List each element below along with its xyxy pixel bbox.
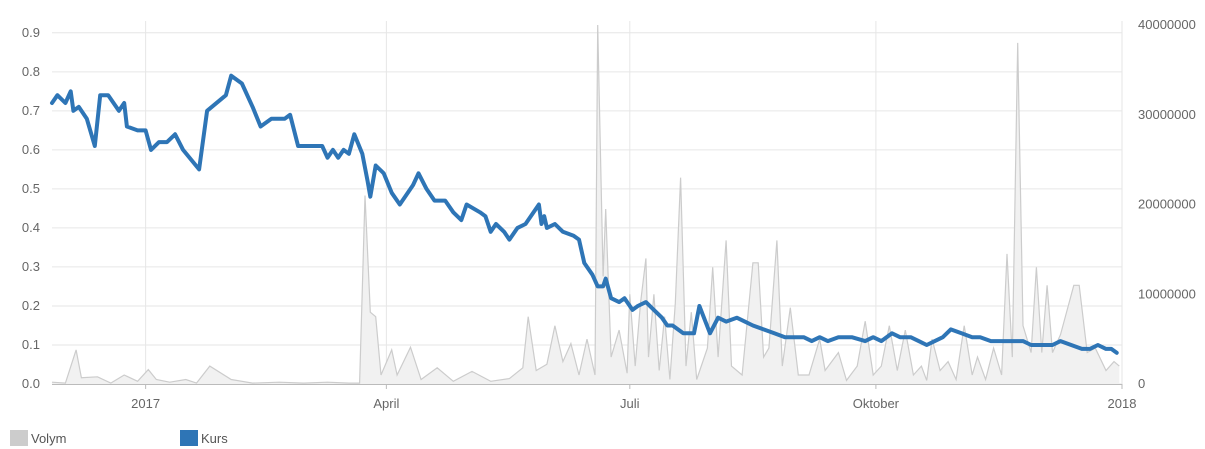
legend-swatch-volym <box>10 430 28 446</box>
y-right-tick-label: 30000000 <box>1138 107 1196 122</box>
legend: Volym Kurs <box>10 430 410 449</box>
x-tick-label: April <box>373 396 399 411</box>
grid <box>52 21 1123 385</box>
volume-area <box>51 24 1120 384</box>
y-right-tick-label: 20000000 <box>1138 197 1196 212</box>
legend-item-kurs[interactable]: Kurs <box>180 430 228 446</box>
volume-area-fill <box>52 25 1120 384</box>
y-left-tick-label: 0.4 <box>22 220 40 235</box>
y-left-tick-label: 0.5 <box>22 181 40 196</box>
y-right-tick-label: 0 <box>1138 376 1145 391</box>
x-tick-label: 2017 <box>131 396 160 411</box>
y-left-tick-label: 0.9 <box>22 25 40 40</box>
axes: 0.0 0.1 0.2 0.3 0.4 0.5 0.6 0.7 0.8 0.9 0 10000000 2… <box>22 17 1196 411</box>
x-tick-label: 2018 <box>1108 396 1137 411</box>
legend-item-volym[interactable]: Volym <box>10 430 66 446</box>
volume-series-line <box>51 24 1120 384</box>
kurs-series-line <box>50 73 1119 355</box>
y-left-tick-label: 0.1 <box>22 337 40 352</box>
legend-label-volym: Volym <box>31 430 67 446</box>
y-left-tick-label: 0.3 <box>22 259 40 274</box>
legend-swatch-kurs <box>180 430 198 446</box>
y-left-tick-label: 0.0 <box>22 376 40 391</box>
x-tick-label: Juli <box>620 396 640 411</box>
price-line <box>50 73 1119 355</box>
price-volume-chart: 0.0 0.1 0.2 0.3 0.4 0.5 0.6 0.7 0.8 0.9 0 10000000 2… <box>22 17 1196 411</box>
y-left-tick-label: 0.2 <box>22 298 40 313</box>
legend-label-kurs: Kurs <box>201 430 228 446</box>
x-tick-label: Oktober <box>853 396 900 411</box>
y-left-tick-label: 0.7 <box>22 103 40 118</box>
y-left-tick-label: 0.6 <box>22 142 40 157</box>
y-right-tick-label: 10000000 <box>1138 286 1196 301</box>
y-right-tick-label: 40000000 <box>1138 17 1196 32</box>
y-left-tick-label: 0.8 <box>22 64 40 79</box>
